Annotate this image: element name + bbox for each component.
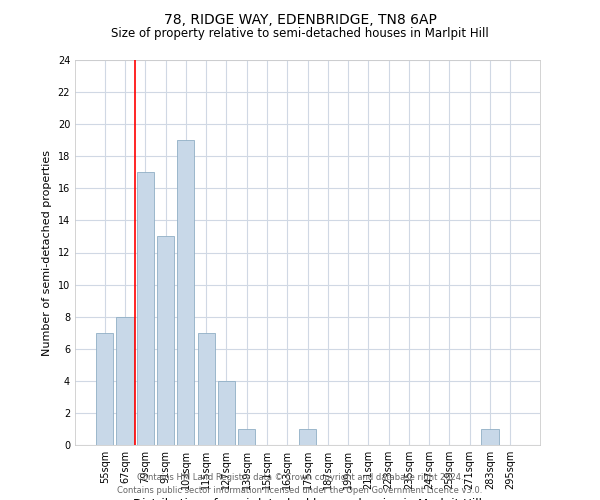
Y-axis label: Number of semi-detached properties: Number of semi-detached properties	[42, 150, 52, 356]
Bar	[238, 429, 255, 445]
Bar	[218, 381, 235, 445]
Bar	[157, 236, 174, 445]
Bar	[177, 140, 194, 445]
Text: 78, RIDGE WAY, EDENBRIDGE, TN8 6AP: 78, RIDGE WAY, EDENBRIDGE, TN8 6AP	[164, 12, 436, 26]
Text: Contains HM Land Registry data © Crown copyright and database right 2024.
Contai: Contains HM Land Registry data © Crown c…	[118, 473, 482, 495]
Bar	[137, 172, 154, 445]
Bar	[197, 332, 215, 445]
Bar	[481, 429, 499, 445]
Bar	[116, 316, 134, 445]
X-axis label: Distribution of semi-detached houses by size in Marlpit Hill: Distribution of semi-detached houses by …	[133, 498, 482, 500]
Bar	[96, 332, 113, 445]
Text: Size of property relative to semi-detached houses in Marlpit Hill: Size of property relative to semi-detach…	[111, 28, 489, 40]
Bar	[299, 429, 316, 445]
